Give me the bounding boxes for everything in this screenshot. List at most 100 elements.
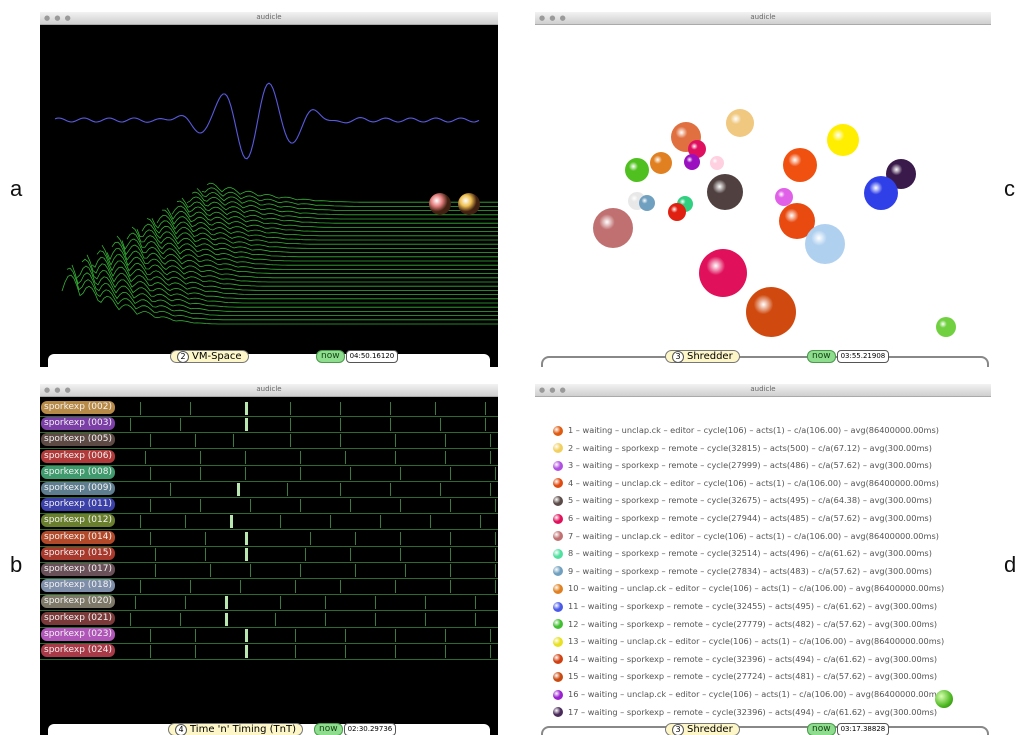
window-titlebar[interactable]: ● ● ● audicle <box>40 384 498 397</box>
time-tick <box>145 450 146 464</box>
spectrum-slice <box>186 196 498 220</box>
shred-list-item[interactable]: 10 – waiting – unclap.ck – editor – cycl… <box>553 580 944 596</box>
shred-sphere[interactable] <box>650 152 672 174</box>
shred-sphere[interactable] <box>936 317 956 337</box>
shred-list-item[interactable]: 3 – waiting – sporkexp – remote – cycle(… <box>553 457 932 473</box>
shred-list-item[interactable]: 14 – waiting – sporkexp – remote – cycle… <box>553 651 937 667</box>
window-titlebar[interactable]: ● ● ● audicle <box>535 384 991 397</box>
shred-list-item[interactable]: 12 – waiting – sporkexp – remote – cycle… <box>553 616 937 632</box>
shred-sphere[interactable] <box>746 287 796 337</box>
time-tick <box>290 434 291 448</box>
shred-sphere[interactable] <box>710 156 724 170</box>
view-name-pill[interactable]: 2 VM-Space <box>170 350 249 363</box>
shred-sphere[interactable] <box>707 174 743 210</box>
shred-sphere[interactable] <box>625 158 649 182</box>
time-tick <box>440 418 441 432</box>
view-name: Shredder <box>687 351 733 362</box>
shred-info-text: 16 – waiting – unclap.ck – editor – cycl… <box>568 689 945 699</box>
now-label: now <box>314 723 343 735</box>
window-title: audicle <box>750 385 776 393</box>
shred-label[interactable]: sporkexp (012) <box>41 514 115 528</box>
shred-sphere[interactable] <box>827 124 859 156</box>
shred-label[interactable]: sporkexp (008) <box>41 465 115 479</box>
shred-label[interactable]: sporkexp (021) <box>41 611 115 625</box>
shred-label[interactable]: sporkexp (020) <box>41 595 115 609</box>
window-title: audicle <box>750 13 776 21</box>
now-time: 03:55.21908 <box>836 350 890 363</box>
shred-list-item[interactable]: 7 – waiting – unclap.ck – editor – cycle… <box>553 528 939 544</box>
spectrum-slice <box>146 218 498 254</box>
shred-list-item[interactable]: 2 – waiting – sporkexp – remote – cycle(… <box>553 440 932 456</box>
shred-sphere[interactable] <box>775 188 793 206</box>
spectrum-slice <box>141 223 498 258</box>
panel-letter-c: c <box>1004 176 1015 201</box>
time-tick <box>485 418 486 432</box>
shred-sphere[interactable] <box>805 224 845 264</box>
shred-info-text: 17 – waiting – sporkexp – remote – cycle… <box>568 706 938 717</box>
shred-label[interactable]: sporkexp (011) <box>41 498 115 512</box>
time-tick <box>350 466 351 480</box>
view-name-pill[interactable]: 3 Shredder <box>665 723 740 735</box>
shred-ball-icon <box>553 636 563 647</box>
shred-label[interactable]: sporkexp (017) <box>41 563 115 576</box>
shred-ball-icon <box>553 531 563 542</box>
tnt-row: sporkexp (011) <box>40 497 498 515</box>
time-tick <box>450 531 451 545</box>
shred-list-item[interactable]: 17 – waiting – sporkexp – remote – cycle… <box>553 704 937 720</box>
shred-list-item[interactable]: 6 – waiting – sporkexp – remote – cycle(… <box>553 510 932 526</box>
shred-sphere[interactable] <box>639 195 655 211</box>
shred-list-item[interactable]: 9 – waiting – sporkexp – remote – cycle(… <box>553 563 932 579</box>
status-bar <box>541 726 989 735</box>
shred-list-item[interactable]: 13 – waiting – unclap.ck – editor – cycl… <box>553 633 944 649</box>
time-tick <box>490 645 491 658</box>
spectrum-slice <box>131 226 498 266</box>
status-bar <box>541 356 989 367</box>
shred-sphere[interactable] <box>688 140 706 158</box>
window-controls-icon[interactable]: ● ● ● <box>44 386 72 394</box>
window-controls-icon[interactable]: ● ● ● <box>539 386 567 394</box>
window-controls-icon[interactable]: ● ● ● <box>539 14 567 22</box>
scroll-sphere[interactable] <box>935 690 953 708</box>
window-controls-icon[interactable]: ● ● ● <box>44 14 72 22</box>
time-tick <box>210 564 211 577</box>
shred-label[interactable]: sporkexp (014) <box>41 530 115 544</box>
shred-label[interactable]: sporkexp (006) <box>41 449 115 463</box>
shred-list-item[interactable]: 15 – waiting – sporkexp – remote – cycle… <box>553 668 937 684</box>
shred-sphere[interactable] <box>684 154 700 170</box>
shred-sphere[interactable] <box>668 203 686 221</box>
time-tick <box>480 515 481 529</box>
shred-sphere[interactable] <box>593 208 633 248</box>
time-tick <box>170 483 171 496</box>
shred-label[interactable]: sporkexp (023) <box>41 627 115 641</box>
shred-label[interactable]: sporkexp (018) <box>41 579 115 593</box>
tnt-row: sporkexp (002) <box>40 400 498 417</box>
shred-sphere[interactable] <box>429 193 451 215</box>
shred-list-item[interactable]: 11 – waiting – sporkexp – remote – cycle… <box>553 598 937 614</box>
shred-sphere[interactable] <box>699 249 747 297</box>
shred-sphere[interactable] <box>864 176 898 210</box>
shred-label[interactable]: sporkexp (002) <box>41 401 115 414</box>
shred-label[interactable]: sporkexp (024) <box>41 644 115 657</box>
shred-list-item[interactable]: 16 – waiting – unclap.ck – editor – cycl… <box>553 686 944 702</box>
spectrum-slice <box>91 256 498 300</box>
shred-label[interactable]: sporkexp (015) <box>41 546 115 560</box>
shred-label[interactable]: sporkexp (003) <box>41 417 115 431</box>
time-tick <box>490 628 491 642</box>
view-name-pill[interactable]: 3 Shredder <box>665 350 740 363</box>
shred-list-item[interactable]: 5 – waiting – sporkexp – remote – cycle(… <box>553 492 932 508</box>
time-tick <box>280 515 281 529</box>
shred-label[interactable]: sporkexp (005) <box>41 433 115 447</box>
shred-list-item[interactable]: 4 – waiting – unclap.ck – editor – cycle… <box>553 475 939 491</box>
view-name-pill[interactable]: 4 Time 'n' Timing (TnT) <box>168 723 303 735</box>
shred-ball-icon <box>553 443 563 454</box>
window-titlebar[interactable]: ● ● ● audicle <box>535 12 991 25</box>
shred-sphere[interactable] <box>726 109 754 137</box>
shred-label[interactable]: sporkexp (009) <box>41 482 115 495</box>
shred-list-item[interactable]: 1 – waiting – unclap.ck – editor – cycle… <box>553 422 939 438</box>
shred-sphere[interactable] <box>779 203 815 239</box>
shred-sphere[interactable] <box>458 193 480 215</box>
view-name: Time 'n' Timing (TnT) <box>190 724 296 735</box>
shred-sphere[interactable] <box>783 148 817 182</box>
window-titlebar[interactable]: ● ● ● audicle <box>40 12 498 25</box>
shred-list-item[interactable]: 8 – waiting – sporkexp – remote – cycle(… <box>553 545 932 561</box>
